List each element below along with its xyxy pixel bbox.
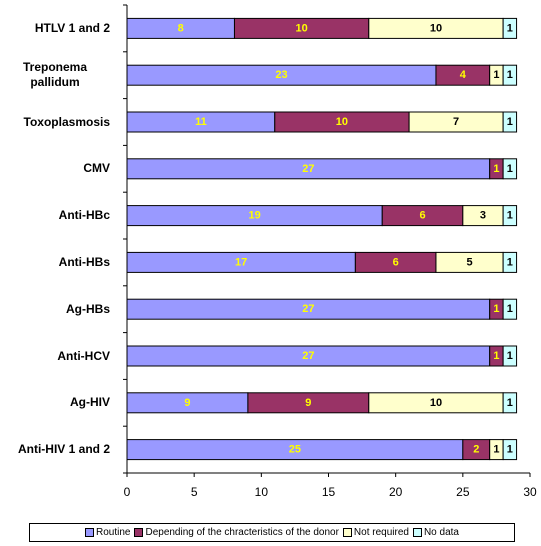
bar-segment	[502, 158, 518, 180]
value-label: 1	[507, 444, 513, 456]
legend-swatch	[134, 528, 144, 537]
category-label: Ag-HIV	[70, 395, 110, 410]
value-label: 9	[184, 397, 190, 409]
bar-segment	[502, 345, 518, 367]
legend-label: Depending of the chracteristics of the d…	[145, 527, 339, 538]
legend: Routine Depending of the chracteristics o…	[29, 523, 515, 542]
legend-label: Routine	[96, 527, 131, 538]
category-label-box: Toxoplasmosis	[24, 102, 110, 142]
bar-segment	[502, 298, 518, 320]
value-label: 1	[507, 210, 513, 222]
value-label: 5	[466, 256, 472, 268]
value-label: 3	[480, 210, 486, 222]
bar-segment	[502, 64, 518, 86]
value-label: 27	[302, 303, 314, 315]
x-tick-label: 15	[322, 485, 336, 499]
value-label: 23	[275, 69, 287, 81]
value-label: 1	[507, 350, 513, 362]
value-label: 1	[507, 256, 513, 268]
category-label-box: Ag-HBs	[66, 289, 110, 329]
value-label: 1	[507, 303, 513, 315]
legend-swatch	[412, 528, 422, 537]
bar-segment	[502, 205, 518, 227]
value-label: 8	[178, 22, 184, 34]
value-label: 1	[493, 444, 499, 456]
value-label: 17	[235, 256, 247, 268]
bar-segment	[502, 392, 518, 414]
value-label: 19	[248, 210, 260, 222]
value-label: 1	[507, 397, 513, 409]
category-label-box: Anti-HIV 1 and 2	[18, 430, 110, 470]
category-label-box: CMV	[83, 149, 110, 189]
x-tick-label: 30	[523, 485, 537, 499]
value-label: 27	[302, 163, 314, 175]
category-label-box: HTLV 1 and 2	[35, 8, 110, 48]
legend-item: Not required	[342, 527, 409, 538]
bar-segment	[502, 439, 518, 461]
category-label: Ag-HBs	[66, 301, 110, 316]
bar-segment	[502, 111, 518, 133]
bar-segment	[502, 251, 518, 273]
category-label-box: Anti-HCV	[57, 336, 110, 376]
value-label: 11	[195, 116, 207, 128]
value-label: 2	[473, 444, 479, 456]
value-label: 1	[507, 22, 513, 34]
bar-segment	[502, 17, 518, 39]
value-label: 25	[289, 444, 301, 456]
value-label: 10	[336, 116, 348, 128]
category-label-box: Anti-HBc	[59, 196, 110, 236]
value-label: 10	[296, 22, 308, 34]
x-tick-label: 0	[124, 485, 131, 499]
value-label: 10	[430, 397, 442, 409]
category-label-box: Anti-HBs	[59, 242, 110, 282]
category-label-box: Treponema pallidum	[0, 55, 110, 95]
legend-item: Routine	[85, 527, 130, 538]
category-label: HTLV 1 and 2	[34, 20, 110, 35]
value-label: 6	[393, 256, 399, 268]
x-tick-label: 20	[389, 485, 403, 499]
legend-swatch	[85, 528, 94, 537]
category-label: CMV	[83, 161, 110, 176]
legend-swatch	[342, 528, 352, 537]
legend-label: No data	[423, 527, 459, 538]
value-label: 1	[507, 116, 513, 128]
category-label: Toxoplasmosis	[23, 114, 110, 129]
value-label: 1	[493, 350, 499, 362]
legend-item: No data	[412, 527, 459, 538]
value-label: 4	[460, 69, 467, 81]
category-label-box: Ag-HIV	[70, 383, 110, 423]
category-label: Anti-HIV 1 and 2	[17, 442, 110, 457]
x-tick-label: 10	[255, 485, 269, 499]
value-label: 27	[302, 350, 314, 362]
x-tick-label: 5	[191, 485, 198, 499]
value-label: 9	[305, 397, 311, 409]
value-label: 10	[430, 22, 442, 34]
category-label: Anti-HBc	[58, 208, 110, 223]
x-tick-label: 25	[456, 485, 470, 499]
category-label: Treponema pallidum	[22, 60, 88, 90]
value-label: 1	[493, 303, 499, 315]
value-label: 6	[419, 210, 425, 222]
category-label: Anti-HBs	[58, 254, 110, 269]
value-label: 1	[507, 163, 513, 175]
value-label: 1	[493, 163, 499, 175]
category-label: Anti-HCV	[57, 348, 110, 363]
value-label: 1	[507, 69, 513, 81]
legend-label: Not required	[353, 527, 409, 538]
value-label: 1	[493, 69, 499, 81]
value-label: 7	[453, 116, 459, 128]
plot: 0 5 10 15 20 25 308 10 10 123 4 1 111 10 7 127 1 119 6 3 117…	[123, 4, 537, 499]
legend-item: Depending of the chracteristics of the d…	[134, 527, 339, 538]
